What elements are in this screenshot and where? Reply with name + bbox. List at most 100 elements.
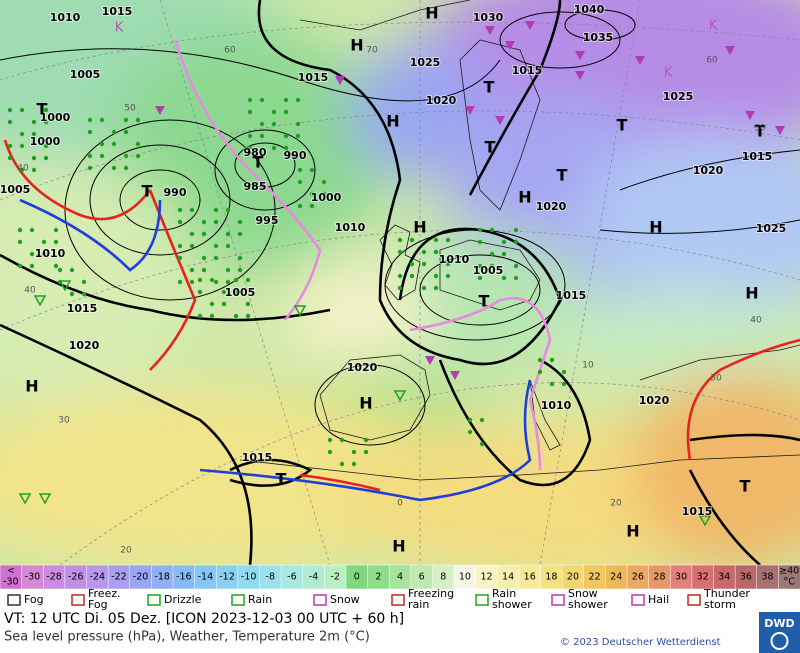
- pressure-center: T: [142, 182, 153, 201]
- rain-symbol: [209, 301, 215, 307]
- rain-symbol: [297, 203, 303, 209]
- scale-label: 16: [524, 572, 536, 583]
- rain-symbol: [237, 219, 243, 225]
- rain-shower-symbol: [58, 280, 72, 292]
- pressure-center: H: [386, 112, 399, 131]
- dwd-logo-text: DWD: [764, 617, 794, 630]
- legend-label: Thunder storm: [703, 587, 750, 611]
- snow-shower-symbol: [575, 71, 585, 80]
- rain-symbol: [225, 231, 231, 237]
- scale-label: -14: [198, 572, 214, 583]
- rain-symbol: [421, 261, 427, 267]
- fronts: [3, 39, 800, 502]
- scale-label: -12: [219, 572, 235, 583]
- rain-symbol: [225, 279, 231, 285]
- scale-label: 14: [502, 572, 514, 583]
- rain-symbol: [549, 357, 555, 363]
- rain-symbol: [421, 249, 427, 255]
- scale-label: -30: [3, 577, 19, 588]
- pressure-center: T: [617, 116, 628, 135]
- legend-label: Snow: [330, 593, 360, 606]
- rain-symbol: [53, 227, 59, 233]
- rain-symbol: [189, 231, 195, 237]
- scale-label: 38: [762, 572, 774, 583]
- rain-symbol: [123, 117, 129, 123]
- isobar-label: 1015: [102, 5, 133, 18]
- rain-symbol: [213, 207, 219, 213]
- rain-symbol: [445, 261, 451, 267]
- rain-symbol: [247, 109, 253, 115]
- scale-label: -2: [330, 572, 339, 583]
- rain-symbol: [7, 155, 13, 161]
- pressure-center: H: [745, 284, 758, 303]
- rain-symbol: [477, 239, 483, 245]
- snow-shower-symbol: [745, 111, 755, 120]
- legend-icon: [71, 594, 85, 606]
- isotherm-label: 70: [366, 46, 378, 56]
- rain-symbol: [31, 167, 37, 173]
- pressure-center: H: [425, 4, 438, 23]
- isobar-label: 1015: [742, 150, 773, 163]
- rain-symbol: [537, 357, 543, 363]
- rain-symbol: [549, 381, 555, 387]
- scale-label: 34: [718, 572, 730, 583]
- rain-symbol: [201, 231, 207, 237]
- rain-symbol: [537, 369, 543, 375]
- rain-symbol: [409, 237, 415, 243]
- rain-symbol: [445, 273, 451, 279]
- rain-symbol: [135, 153, 141, 159]
- rain-symbol: [7, 119, 13, 125]
- isobars: [0, 9, 800, 446]
- rain-symbol: [397, 285, 403, 291]
- isobar-label: 1035: [583, 31, 614, 44]
- rain-symbol: [43, 119, 49, 125]
- scale-label: -28: [46, 572, 62, 583]
- isobar-label: 1015: [682, 505, 713, 518]
- rain-symbol: [17, 227, 23, 233]
- rain-symbol: [213, 255, 219, 261]
- valid-time: VT: 12 UTC Di. 05 Dez. [ICON 2023-12-03 …: [4, 611, 404, 627]
- isobar-label: 990: [284, 149, 307, 162]
- pressure-center: H: [518, 188, 531, 207]
- rain-symbol: [57, 267, 63, 273]
- isobar-label: 990: [164, 186, 187, 199]
- rain-symbol: [81, 279, 87, 285]
- rain-symbol: [225, 243, 231, 249]
- rain-symbol: [561, 381, 567, 387]
- isobar-label: 1020: [693, 164, 724, 177]
- rain-symbol: [477, 263, 483, 269]
- snow-shower-symbol: [485, 26, 495, 35]
- rain-symbol: [501, 239, 507, 245]
- isobar-label: 1015: [242, 451, 273, 464]
- rain-symbol: [7, 107, 13, 113]
- rain-symbol: [233, 313, 239, 319]
- rain-symbol: [19, 167, 25, 173]
- legend-icon: [147, 594, 161, 606]
- legend-label: Snow shower: [568, 587, 608, 611]
- rain-symbol: [197, 277, 203, 283]
- pressure-center: T: [479, 292, 490, 311]
- rain-symbol: [29, 227, 35, 233]
- rain-symbol: [409, 273, 415, 279]
- rain-symbol: [479, 441, 485, 447]
- rain-symbol: [213, 279, 219, 285]
- rain-symbol: [177, 243, 183, 249]
- rain-symbol: [283, 145, 289, 151]
- legend-label: Freez. Fog: [88, 587, 121, 611]
- isobar-label: 980: [244, 146, 267, 159]
- rain-symbol: [31, 155, 37, 161]
- rain-symbol: [397, 237, 403, 243]
- rain-symbol: [309, 203, 315, 209]
- pressure-center: T: [276, 470, 287, 489]
- isotherm-label: 60: [224, 46, 236, 56]
- rain-symbol: [259, 121, 265, 127]
- rain-symbol: [111, 129, 117, 135]
- rain-symbol: [271, 145, 277, 151]
- main-isobars: [0, 0, 800, 565]
- isotherm-label: 40: [24, 286, 36, 296]
- rain-shower-symbol: [38, 493, 52, 505]
- rain-symbol: [209, 313, 215, 319]
- isobar-label: 1020: [347, 361, 378, 374]
- scale-label: <: [7, 566, 15, 577]
